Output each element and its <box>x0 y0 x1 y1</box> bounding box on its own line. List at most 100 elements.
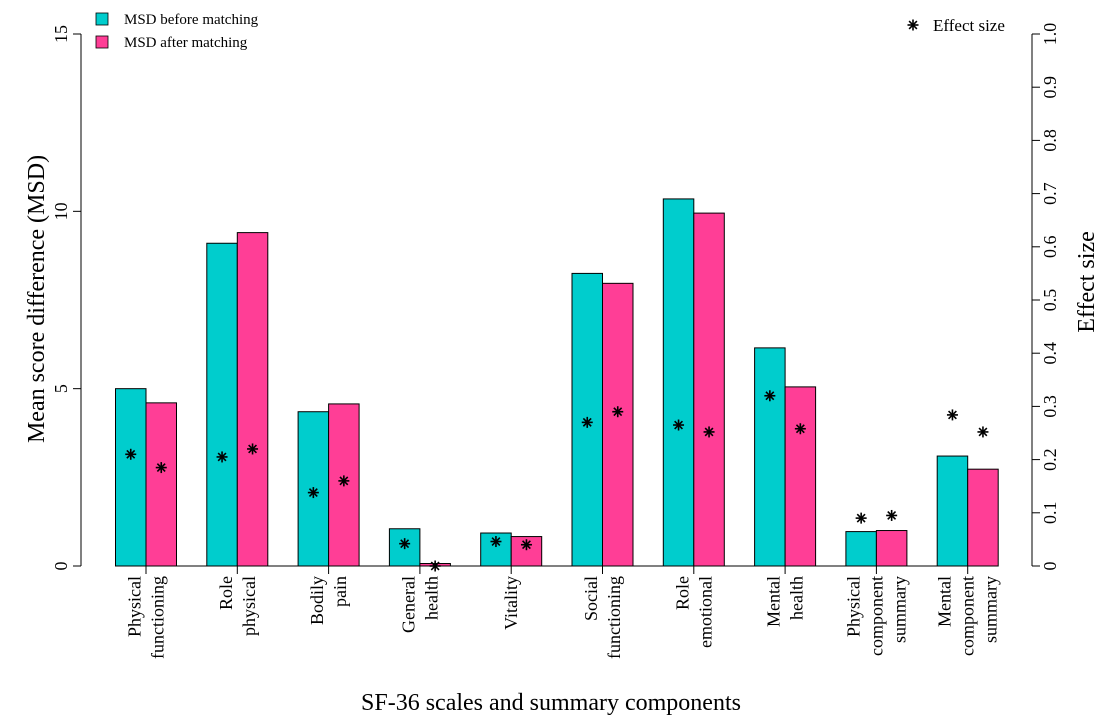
effect-size-marker-after-7-stroke <box>795 424 805 434</box>
effect-size-marker-before-9-stroke <box>947 410 957 420</box>
effect-size-marker-before-1-stroke <box>217 452 227 462</box>
category-label-7: Mental <box>764 576 784 627</box>
effect-size-marker-after-6 <box>703 426 715 438</box>
effect-size-marker-before-4-stroke <box>491 537 501 546</box>
category-label-4: Vitality <box>501 576 521 630</box>
effect-size-marker-before-2-stroke <box>308 488 318 498</box>
right-tick-label: 0.5 <box>1040 289 1060 312</box>
left-tick-label: 10 <box>51 202 71 220</box>
left-tick-label: 0 <box>51 562 71 571</box>
effect-size-marker-after-9-stroke <box>978 427 988 437</box>
category-label-1: Role <box>216 576 236 610</box>
category-label-8: summary <box>889 576 909 643</box>
effect-legend-star-stroke <box>908 20 918 30</box>
bar-after-8 <box>875 530 908 567</box>
right-tick-label: 0.1 <box>1040 502 1060 525</box>
category-label-2: pain <box>330 576 350 607</box>
left-y-axis: 0 5 10 15 <box>51 25 82 571</box>
left-tick-label: 15 <box>51 25 71 43</box>
x-category-labels: Physical functioning Role physical Bodily pai… <box>125 565 1001 659</box>
effect-size-marker-after-1 <box>247 443 259 455</box>
effect-size-marker-before-8-stroke <box>856 513 866 523</box>
category-label-5: Social <box>581 576 601 621</box>
effect-size-marker-after-0 <box>155 462 167 474</box>
effect-size-marker-after-8-stroke <box>887 511 897 520</box>
effect-size-marker-before-9 <box>946 409 958 421</box>
effect-legend-label: Effect size <box>933 16 1005 35</box>
y-axis-title: Mean score difference (MSD) <box>24 155 50 443</box>
effect-size-marker-before-5 <box>581 416 593 428</box>
effect-size-marker-before-6 <box>673 419 685 431</box>
bar-before-6 <box>662 198 695 567</box>
bar-before-0 <box>115 388 147 567</box>
right-tick-label: 1.0 <box>1040 23 1060 46</box>
effect-size-marker-before-5-stroke <box>582 417 592 427</box>
category-label-3: health <box>421 576 441 620</box>
category-label-7: health <box>787 576 807 620</box>
effect-size-marker-before-6-stroke <box>674 420 684 430</box>
category-label-6: emotional <box>695 576 715 648</box>
bar-after-6 <box>693 212 725 567</box>
bar-after-1 <box>236 232 269 567</box>
effect-size-marker-after-4-stroke <box>521 540 531 550</box>
effect-size-marker-after-8 <box>886 509 898 521</box>
right-tick-label: 0.3 <box>1040 395 1060 418</box>
effect-size-marker-before-8 <box>855 512 867 524</box>
category-label-9: component <box>958 576 978 656</box>
effect-size-marker-after-2-stroke <box>339 476 349 486</box>
category-label-3: General <box>398 576 418 633</box>
effect-size-marker-before-2 <box>307 487 319 499</box>
effect-size-marker-after-5 <box>612 406 624 418</box>
right-tick-label: 0.4 <box>1040 342 1060 365</box>
effect-size-marker-before-1 <box>216 451 228 463</box>
legend-swatch-before <box>95 12 109 26</box>
effect-markers-group <box>125 390 989 572</box>
bars-group <box>115 198 999 567</box>
category-label-9: summary <box>981 576 1001 643</box>
right-tick-label: 0.2 <box>1040 448 1060 471</box>
bar-after-0 <box>145 402 177 567</box>
effect-size-marker-before-7 <box>764 390 776 402</box>
effect-size-marker-after-4 <box>520 539 532 551</box>
effect-legend: Effect size <box>907 16 1005 35</box>
category-label-1: physical <box>239 576 259 636</box>
bar-before-7 <box>754 347 786 567</box>
right-tick-label: 0.6 <box>1040 236 1060 258</box>
bar-before-1 <box>206 242 238 567</box>
legend: MSD before matching MSD after matching <box>95 12 259 51</box>
effect-size-marker-before-3-stroke <box>400 539 410 549</box>
right-tick-label: 0.8 <box>1040 129 1060 152</box>
effect-legend-star <box>907 19 919 31</box>
right-tick-label: 0.9 <box>1040 76 1060 99</box>
category-label-8: Physical <box>843 576 863 637</box>
effect-size-marker-before-4 <box>490 536 502 548</box>
legend-label-after: MSD after matching <box>124 35 248 51</box>
legend-label-before: MSD before matching <box>124 12 259 28</box>
effect-size-marker-after-5-stroke <box>613 407 623 417</box>
effect-size-marker-after-9 <box>977 426 989 438</box>
category-label-8: component <box>866 576 886 656</box>
category-label-0: Physical <box>125 576 145 637</box>
effect-legend-marker <box>907 19 919 31</box>
category-label-0: functioning <box>148 576 168 659</box>
category-label-2: Bodily <box>307 576 327 625</box>
right-y-axis: 0 0.1 0.2 0.3 0.4 0.5 0.6 0.7 0.8 0.9 1.0 <box>1031 23 1060 571</box>
category-label-6: Role <box>672 576 692 610</box>
bar-after-5 <box>602 282 634 567</box>
left-tick-label: 5 <box>51 384 71 393</box>
bar-before-8 <box>845 531 877 567</box>
effect-size-marker-before-3 <box>399 538 411 550</box>
bar-after-7 <box>784 386 817 567</box>
effect-size-marker-after-7 <box>794 423 806 435</box>
right-tick-label: 0 <box>1040 562 1060 571</box>
bar-after-9 <box>967 468 999 567</box>
effect-size-marker-after-0-stroke <box>156 463 166 473</box>
effect-size-marker-after-6-stroke <box>704 427 714 437</box>
bar-before-9 <box>936 455 969 567</box>
category-label-5: functioning <box>604 576 624 659</box>
right-tick-label: 0.7 <box>1040 182 1060 205</box>
effect-size-marker-before-0 <box>125 448 137 460</box>
effect-size-marker-before-0-stroke <box>126 449 136 459</box>
category-label-9: Mental <box>935 576 955 627</box>
